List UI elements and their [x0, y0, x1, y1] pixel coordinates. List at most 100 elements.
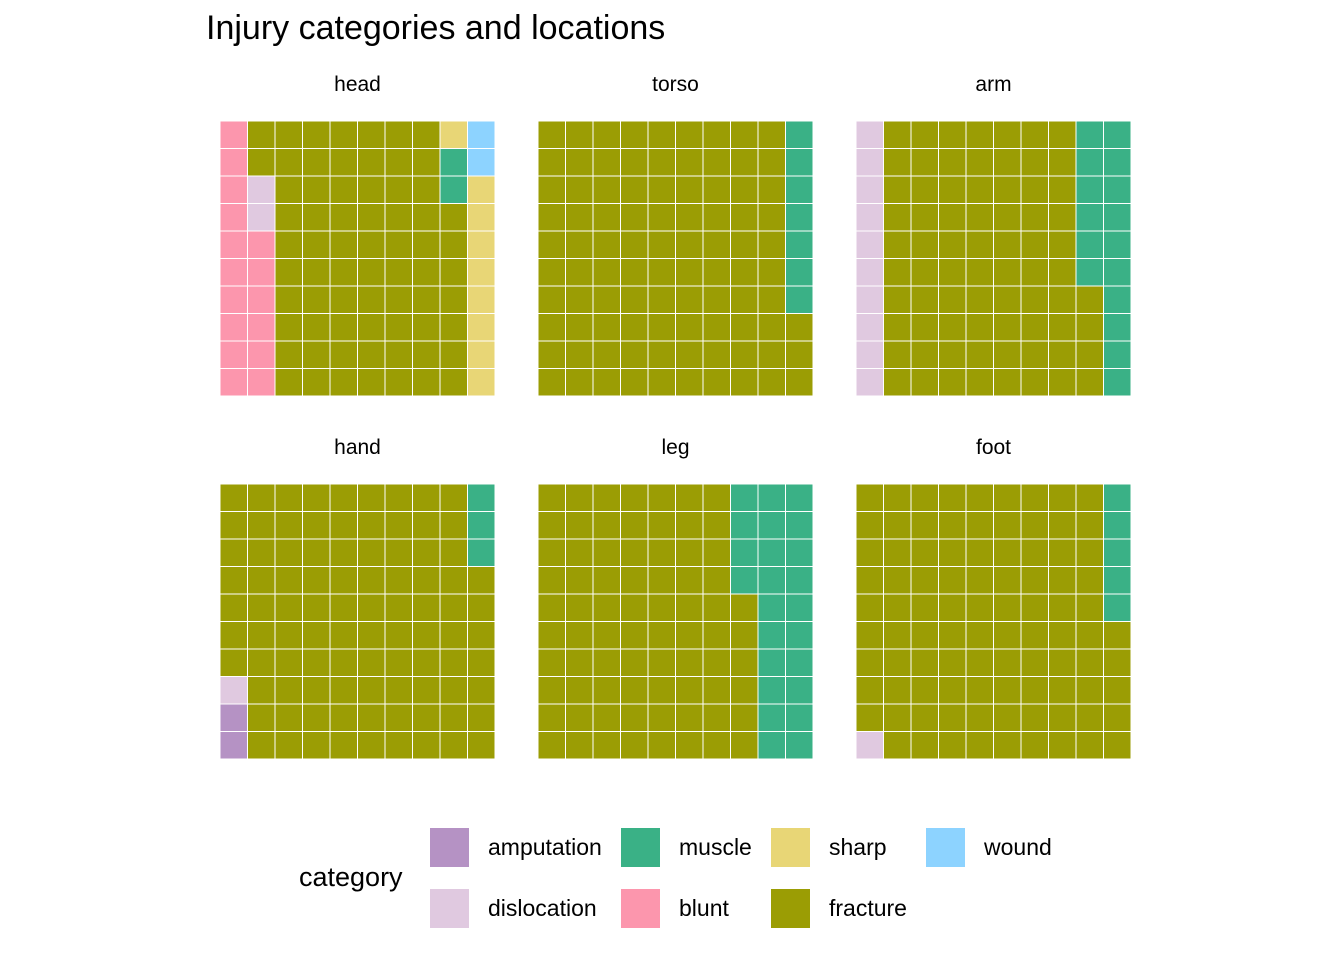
- waffle-cell-fracture: [439, 538, 468, 567]
- waffle-cell-fracture: [647, 340, 676, 369]
- waffle-cell-fracture: [592, 120, 621, 149]
- waffle-cell-fracture: [993, 120, 1022, 149]
- waffle-cell-blunt: [219, 120, 248, 149]
- waffle-cell-sharp: [467, 230, 496, 259]
- waffle-cell-fracture: [702, 230, 731, 259]
- waffle-cell-muscle: [1103, 285, 1132, 314]
- waffle-cell-sharp: [467, 340, 496, 369]
- waffle-cell-amputation: [219, 731, 248, 760]
- waffle-cell-dislocation: [855, 340, 884, 369]
- legend-label-wound: wound: [984, 833, 1052, 860]
- waffle-cell-fracture: [412, 731, 441, 760]
- waffle-cell-fracture: [565, 511, 594, 540]
- waffle-cell-fracture: [675, 731, 704, 760]
- waffle-cell-muscle: [1103, 340, 1132, 369]
- waffle-cell-fracture: [1048, 703, 1077, 732]
- waffle-cell-fracture: [1075, 313, 1104, 342]
- waffle-cell-fracture: [329, 340, 358, 369]
- waffle-cell-fracture: [730, 621, 759, 650]
- waffle-cell-fracture: [855, 621, 884, 650]
- waffle-cell-fracture: [1020, 230, 1049, 259]
- waffle-cell-fracture: [274, 731, 303, 760]
- waffle-cell-fracture: [1048, 175, 1077, 204]
- waffle-cell-fracture: [647, 676, 676, 705]
- waffle-cell-fracture: [592, 676, 621, 705]
- waffle-cell-fracture: [357, 230, 386, 259]
- waffle-cell-fracture: [910, 648, 939, 677]
- waffle-cell-fracture: [647, 368, 676, 397]
- waffle-cell-fracture: [565, 538, 594, 567]
- waffle-cell-dislocation: [855, 175, 884, 204]
- waffle-cell-fracture: [675, 313, 704, 342]
- legend-key-sharp: [771, 827, 810, 867]
- waffle-cell-fracture: [329, 566, 358, 595]
- waffle-cell-fracture: [357, 203, 386, 232]
- waffle-cell-fracture: [357, 285, 386, 314]
- waffle-cell-fracture: [357, 676, 386, 705]
- waffle-cell-fracture: [1020, 731, 1049, 760]
- waffle-cell-fracture: [412, 340, 441, 369]
- waffle-cell-fracture: [883, 511, 912, 540]
- waffle-cell-fracture: [274, 175, 303, 204]
- waffle-cell-fracture: [329, 703, 358, 732]
- waffle-cell-fracture: [302, 483, 331, 512]
- facet-torso: [537, 120, 814, 397]
- waffle-cell-fracture: [357, 648, 386, 677]
- waffle-cell-fracture: [620, 148, 649, 177]
- waffle-cell-fracture: [439, 285, 468, 314]
- facet-leg: [537, 483, 814, 760]
- waffle-cell-sharp: [439, 120, 468, 149]
- waffle-cell-fracture: [384, 258, 413, 287]
- waffle-cell-fracture: [730, 120, 759, 149]
- waffle-cell-fracture: [467, 731, 496, 760]
- waffle-cell-fracture: [329, 203, 358, 232]
- waffle-cell-fracture: [938, 676, 967, 705]
- waffle-cell-blunt: [219, 368, 248, 397]
- waffle-cell-fracture: [620, 676, 649, 705]
- waffle-cell-muscle: [1103, 593, 1132, 622]
- waffle-cell-fracture: [357, 593, 386, 622]
- waffle-cell-fracture: [592, 538, 621, 567]
- waffle-cell-dislocation: [855, 313, 884, 342]
- waffle-cell-muscle: [785, 731, 814, 760]
- waffle-cell-muscle: [439, 148, 468, 177]
- waffle-cell-fracture: [965, 731, 994, 760]
- waffle-cell-fracture: [993, 148, 1022, 177]
- waffle-cell-fracture: [702, 313, 731, 342]
- waffle-cell-fracture: [702, 538, 731, 567]
- waffle-cell-fracture: [302, 511, 331, 540]
- waffle-cell-fracture: [675, 148, 704, 177]
- waffle-cell-fracture: [219, 566, 248, 595]
- legend-key-blunt: [621, 888, 660, 928]
- waffle-cell-fracture: [675, 648, 704, 677]
- waffle-cell-dislocation: [855, 203, 884, 232]
- waffle-cell-fracture: [537, 566, 566, 595]
- waffle-cell-fracture: [412, 511, 441, 540]
- waffle-cell-muscle: [1103, 313, 1132, 342]
- waffle-cell-fracture: [592, 621, 621, 650]
- waffle-cell-blunt: [247, 285, 276, 314]
- waffle-cell-fracture: [620, 230, 649, 259]
- waffle-cell-fracture: [1020, 175, 1049, 204]
- waffle-cell-fracture: [675, 120, 704, 149]
- waffle-cell-fracture: [384, 511, 413, 540]
- waffle-cell-fracture: [647, 120, 676, 149]
- waffle-cell-fracture: [855, 511, 884, 540]
- waffle-cell-fracture: [883, 368, 912, 397]
- waffle-cell-fracture: [702, 175, 731, 204]
- waffle-cell-fracture: [384, 483, 413, 512]
- waffle-cell-fracture: [357, 511, 386, 540]
- waffle-cell-fracture: [1048, 593, 1077, 622]
- waffle-cell-fracture: [565, 285, 594, 314]
- waffle-cell-fracture: [1020, 483, 1049, 512]
- waffle-cell-fracture: [1075, 676, 1104, 705]
- waffle-cell-fracture: [938, 593, 967, 622]
- facet-arm: [855, 120, 1132, 397]
- waffle-cell-dislocation: [855, 120, 884, 149]
- waffle-cell-fracture: [1020, 511, 1049, 540]
- waffle-cell-fracture: [274, 285, 303, 314]
- waffle-cell-fracture: [412, 621, 441, 650]
- waffle-cell-fracture: [302, 731, 331, 760]
- waffle-cell-fracture: [384, 203, 413, 232]
- waffle-cell-fracture: [675, 676, 704, 705]
